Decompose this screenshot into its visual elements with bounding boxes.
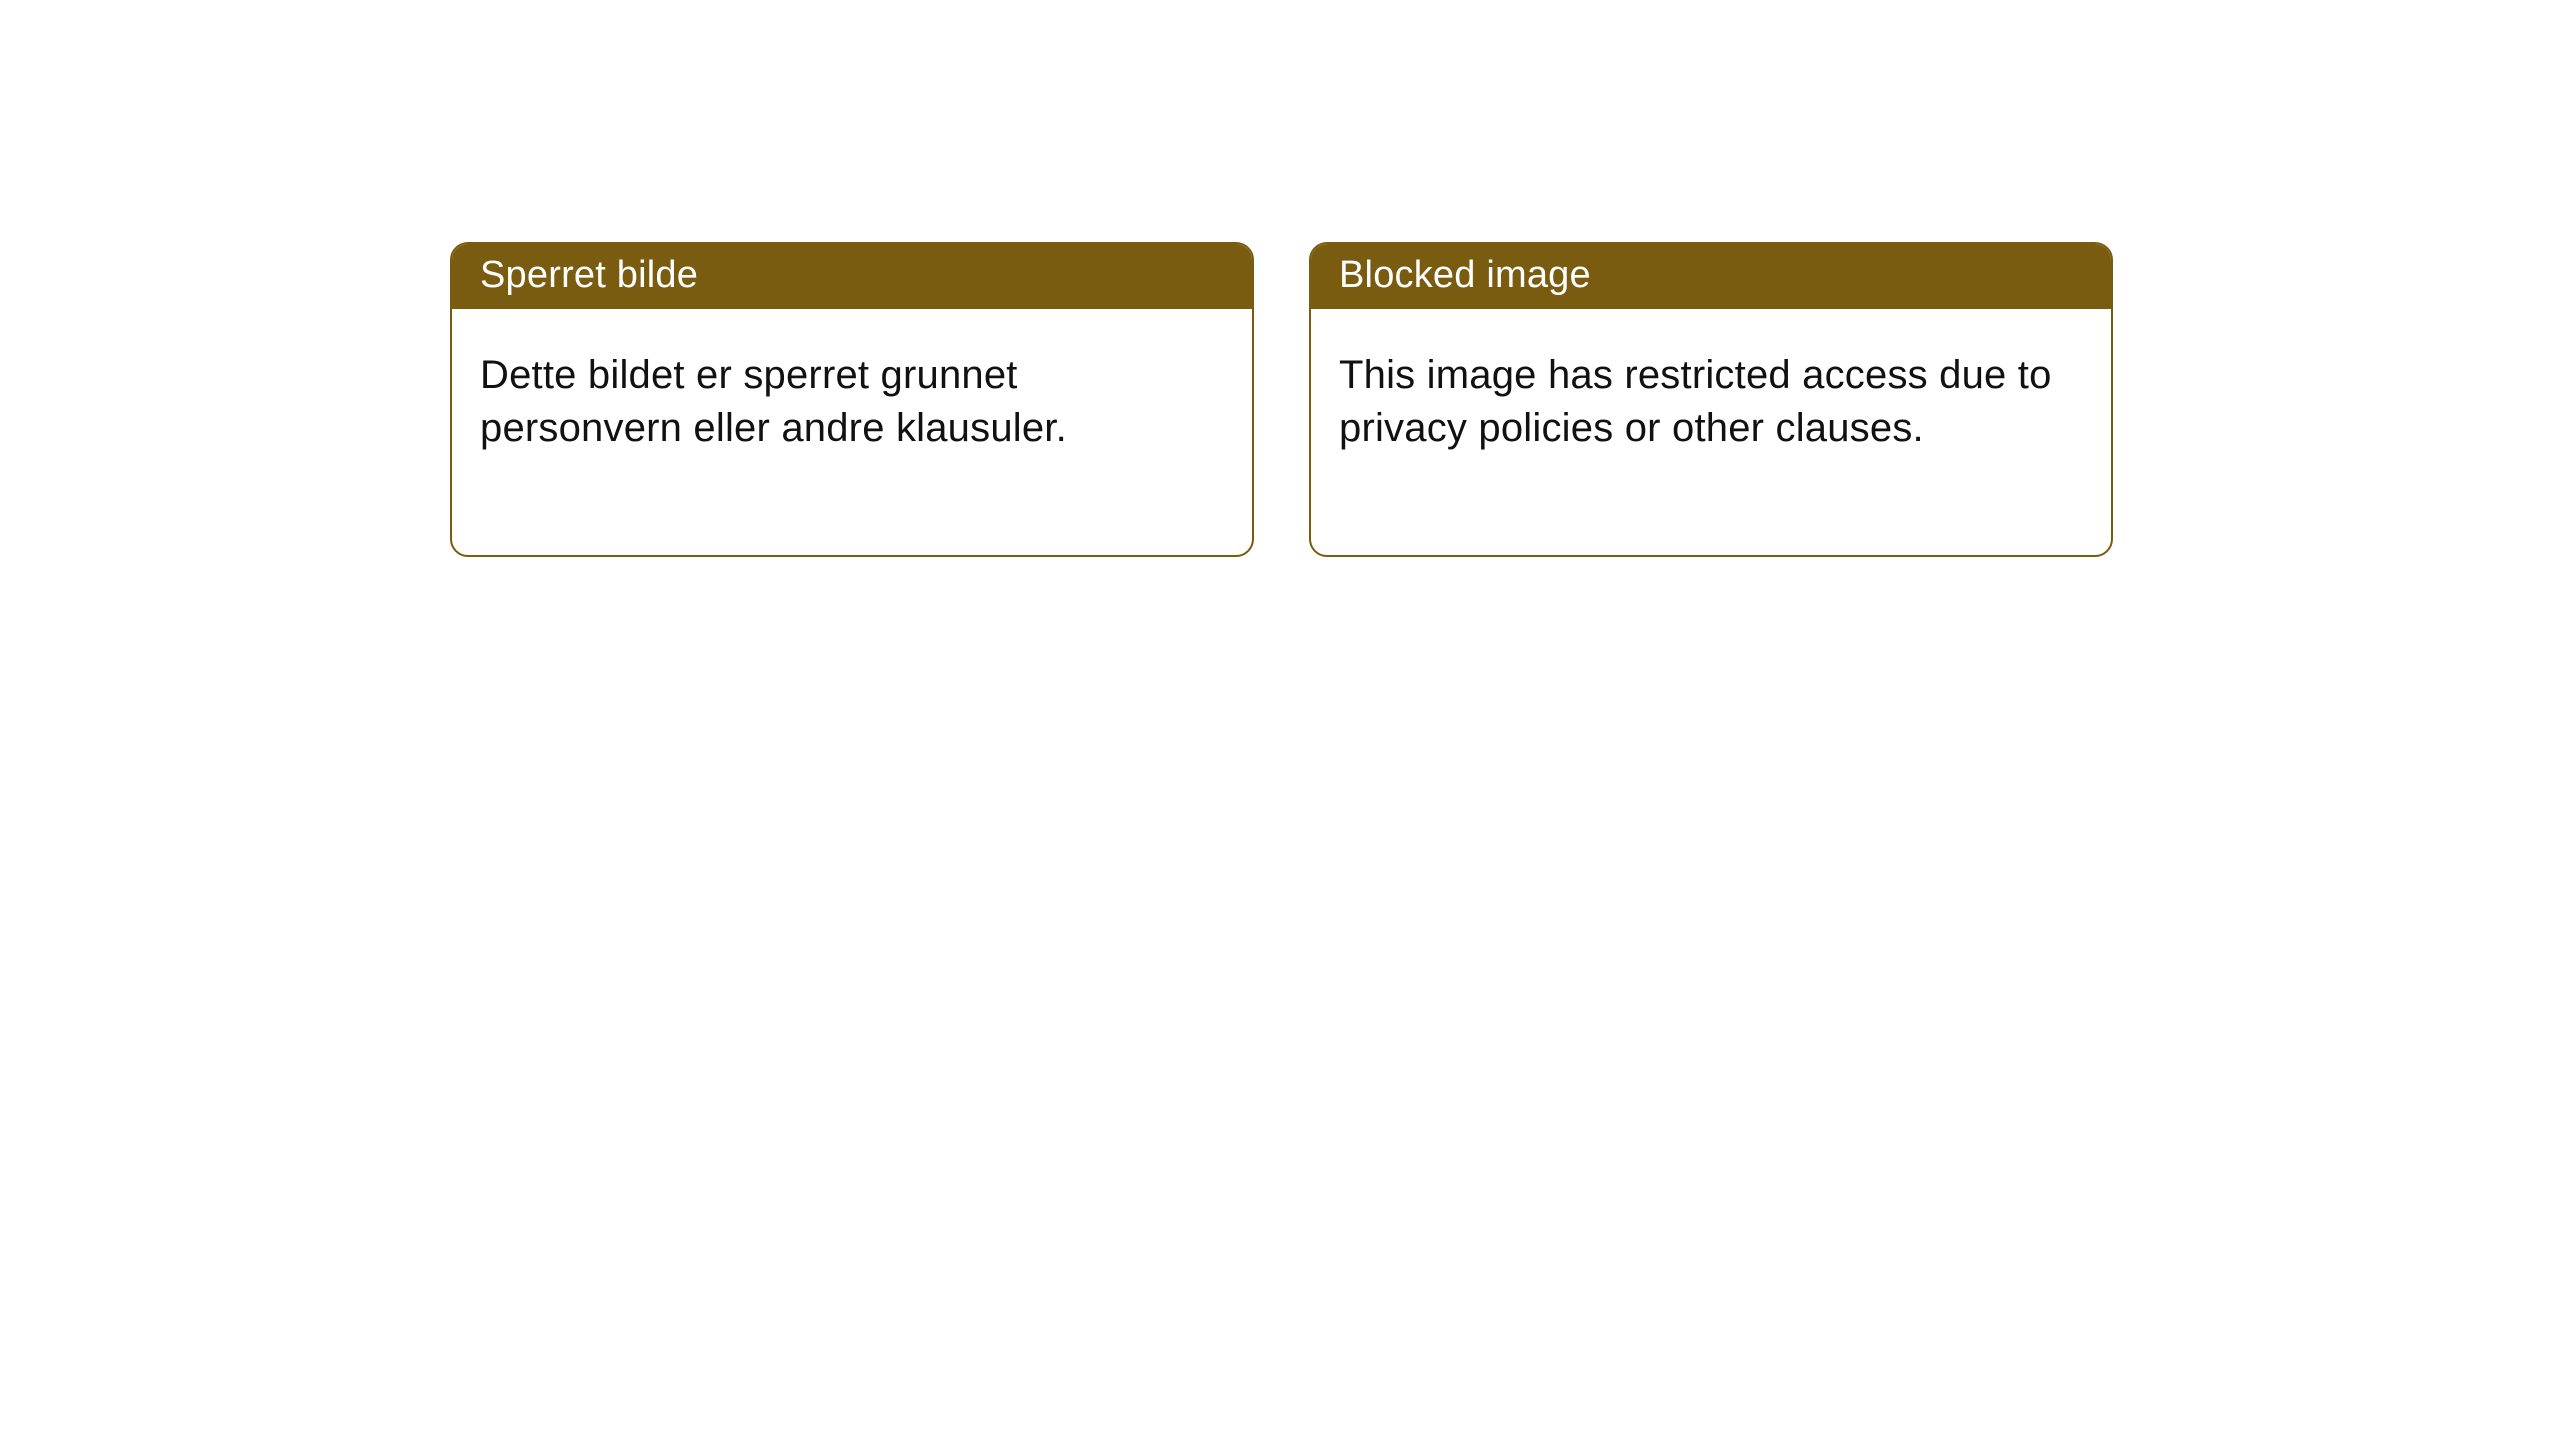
blocked-image-card-no: Sperret bilde Dette bildet er sperret gr… [450, 242, 1254, 557]
card-body-en: This image has restricted access due to … [1311, 309, 2111, 555]
card-title-en: Blocked image [1311, 244, 2111, 309]
card-title-no: Sperret bilde [452, 244, 1252, 309]
card-body-no: Dette bildet er sperret grunnet personve… [452, 309, 1252, 555]
notice-cards-container: Sperret bilde Dette bildet er sperret gr… [0, 0, 2560, 557]
blocked-image-card-en: Blocked image This image has restricted … [1309, 242, 2113, 557]
